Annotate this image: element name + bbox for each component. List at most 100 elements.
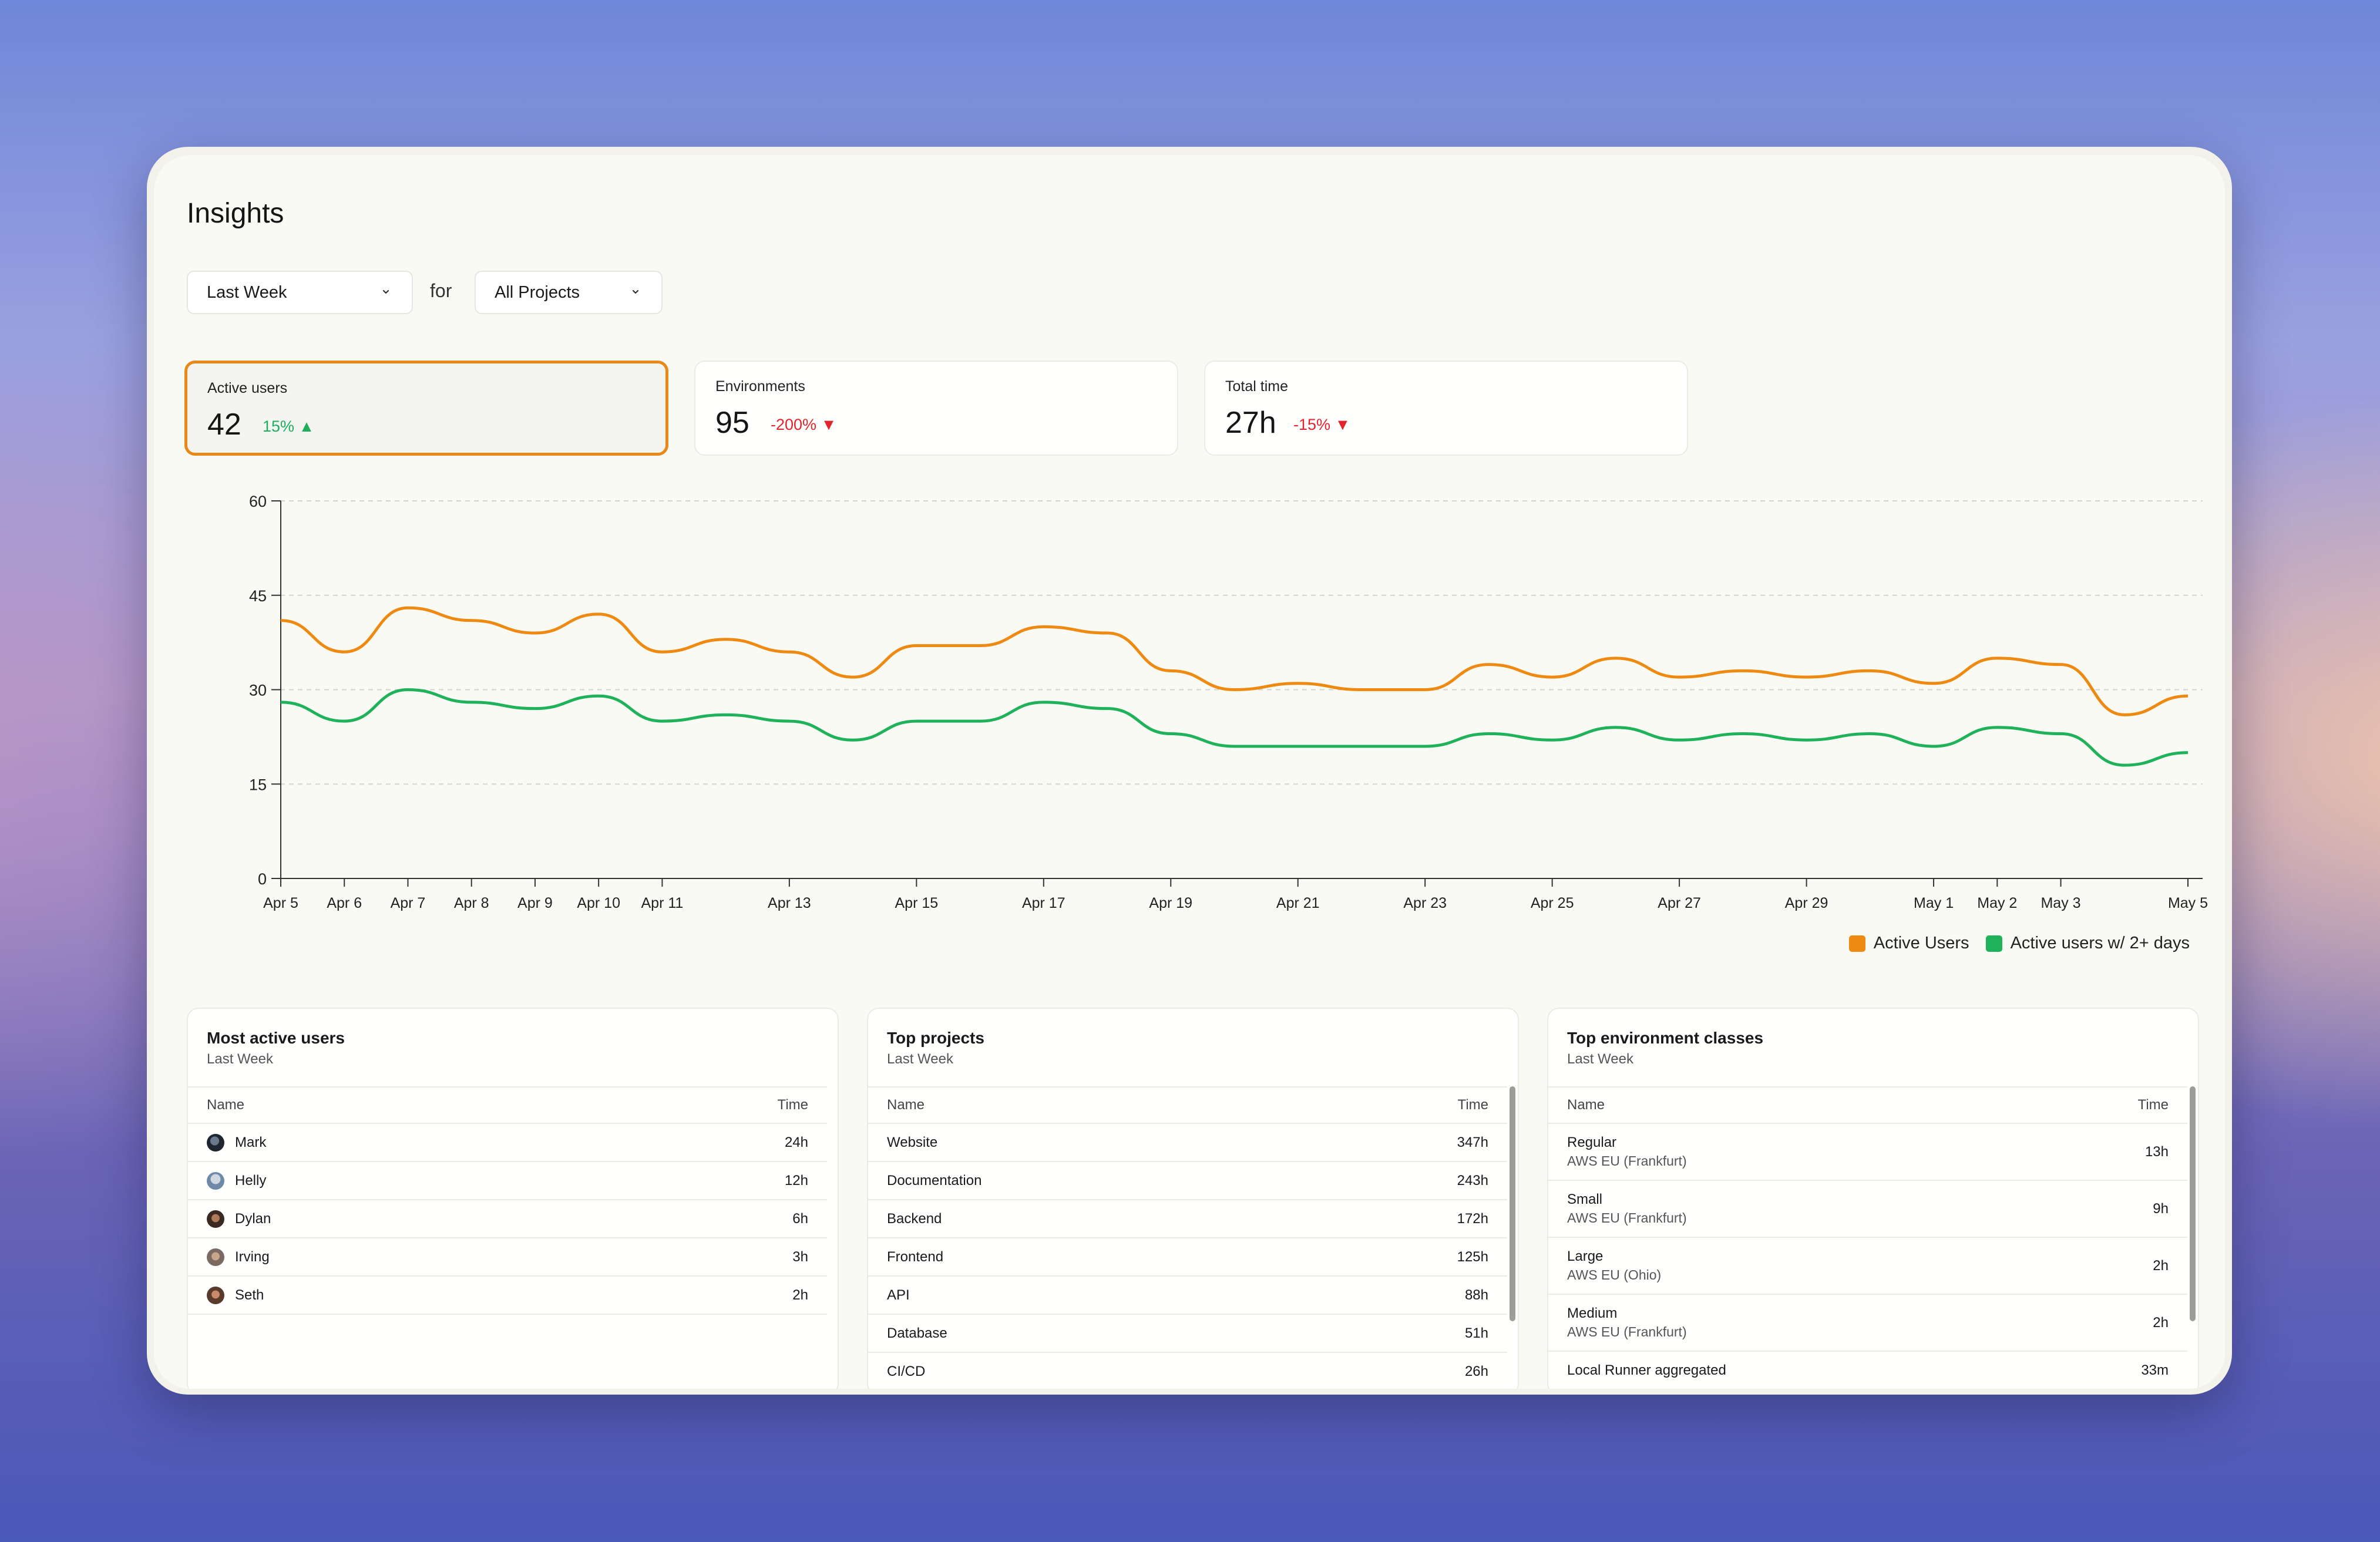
project-time: 243h xyxy=(1457,1172,1488,1189)
y-tick-label: 30 xyxy=(249,682,267,699)
x-tick-label: May 3 xyxy=(2041,895,2080,911)
page-title: Insights xyxy=(187,198,284,229)
triangle-down-icon: ▼ xyxy=(821,416,837,433)
top-environment-classes-card: Top environment classes Last Week Name T… xyxy=(1547,1008,2199,1389)
table-row[interactable]: API 88h xyxy=(868,1277,1507,1315)
y-tick-label: 0 xyxy=(258,870,267,888)
x-tick-label: Apr 21 xyxy=(1276,895,1320,911)
user-name: Mark xyxy=(235,1134,267,1150)
project-name: Backend xyxy=(887,1210,942,1227)
x-tick-label: Apr 7 xyxy=(391,895,426,911)
table-row[interactable]: Small AWS EU (Frankfurt) 9h xyxy=(1548,1181,2187,1238)
column-header-name: Name xyxy=(207,1097,245,1113)
avatar xyxy=(207,1248,224,1266)
project-time: 125h xyxy=(1457,1248,1488,1265)
chart-legend: Active Users Active users w/ 2+ days xyxy=(1848,934,2190,953)
card-subtitle: Last Week xyxy=(1567,1051,1633,1067)
chevron-down-icon xyxy=(632,289,639,294)
stat-delta-text: -200% xyxy=(771,416,817,433)
table-row[interactable]: Seth 2h xyxy=(188,1277,827,1315)
table-header: Name Time xyxy=(868,1086,1507,1124)
project-time: 172h xyxy=(1457,1210,1488,1227)
project-time: 51h xyxy=(1464,1325,1488,1341)
card-title: Top environment classes xyxy=(1567,1029,1764,1047)
user-time: 12h xyxy=(784,1172,808,1189)
project-name: Documentation xyxy=(887,1172,982,1189)
table-row[interactable]: Documentation 243h xyxy=(868,1162,1507,1200)
env-time: 2h xyxy=(2153,1257,2169,1274)
x-tick-label: Apr 17 xyxy=(1022,895,1065,911)
env-class-name: Small xyxy=(1567,1191,1603,1207)
column-header-name: Name xyxy=(887,1097,925,1113)
table-row[interactable]: Large AWS EU (Ohio) 2h xyxy=(1548,1238,2187,1295)
env-time: 13h xyxy=(2144,1143,2169,1160)
x-tick-label: Apr 27 xyxy=(1658,895,1701,911)
period-select[interactable]: Last Week xyxy=(187,271,413,314)
avatar xyxy=(207,1286,224,1304)
project-name: CI/CD xyxy=(887,1363,926,1379)
column-header-time: Time xyxy=(1457,1097,1488,1113)
table-row[interactable]: Local Runner aggregated 33m xyxy=(1548,1352,2187,1389)
x-tick-label: Apr 11 xyxy=(641,895,683,911)
stat-card-active-users[interactable]: Active users 42 15% ▲ xyxy=(184,361,668,456)
series-line-active-users xyxy=(280,606,2189,716)
legend-item-active-users-2-days: Active users w/ 2+ days xyxy=(1985,934,2190,953)
env-class-name: Regular xyxy=(1567,1134,1617,1150)
stat-card-environments[interactable]: Environments 95 -200% ▼ xyxy=(694,361,1178,456)
scrollbar-thumb[interactable] xyxy=(1510,1086,1515,1321)
y-tick-label: 15 xyxy=(249,776,267,793)
project-select[interactable]: All Projects xyxy=(475,271,663,314)
stat-value: 27h xyxy=(1225,406,1276,440)
avatar xyxy=(207,1210,224,1228)
active-users-line-chart: 0 15 30 45 60 Apr 5 Apr 6 Apr 7 Apr 8 Apr 9 Apr 10… xyxy=(249,493,2208,911)
table-row[interactable]: Database 51h xyxy=(868,1315,1507,1353)
x-tick-label: Apr 6 xyxy=(327,895,362,911)
user-name: Dylan xyxy=(235,1210,271,1227)
user-time: 24h xyxy=(784,1134,808,1150)
table-row[interactable]: Frontend 125h xyxy=(868,1238,1507,1277)
project-time: 26h xyxy=(1464,1363,1488,1379)
table-body: Website 347h Documentation 243h Backend 172… xyxy=(868,1124,1507,1389)
app-window: Insights Last Week for All Projects Acti… xyxy=(147,147,2232,1395)
stat-delta: -15% ▼ xyxy=(1293,416,1350,434)
stat-card-total-time[interactable]: Total time 27h -15% ▼ xyxy=(1204,361,1688,456)
table-row[interactable]: Dylan 6h xyxy=(188,1200,827,1238)
env-time: 2h xyxy=(2153,1314,2169,1331)
project-name: Database xyxy=(887,1325,947,1341)
user-time: 2h xyxy=(792,1287,808,1303)
table-row[interactable]: Regular AWS EU (Frankfurt) 13h xyxy=(1548,1124,2187,1181)
env-region: AWS EU (Ohio) xyxy=(1567,1267,1662,1282)
column-header-time: Time xyxy=(2137,1097,2169,1113)
stat-delta: -200% ▼ xyxy=(771,416,836,434)
table-row[interactable]: Irving 3h xyxy=(188,1238,827,1277)
scrollbar-thumb[interactable] xyxy=(2190,1086,2196,1321)
table-body: Regular AWS EU (Frankfurt) 13h Small AWS E… xyxy=(1548,1124,2187,1389)
card-title: Most active users xyxy=(207,1029,345,1047)
project-time: 88h xyxy=(1464,1287,1488,1303)
table-row[interactable]: Website 347h xyxy=(868,1124,1507,1162)
series-line-active-users-2-days xyxy=(280,688,2189,767)
x-tick-label: May 5 xyxy=(2168,895,2208,911)
table-header: Name Time xyxy=(188,1086,827,1124)
table-row[interactable]: Medium AWS EU (Frankfurt) 2h xyxy=(1548,1295,2187,1352)
table-row[interactable]: Mark 24h xyxy=(188,1124,827,1162)
env-class-name: Local Runner aggregated xyxy=(1567,1362,1726,1378)
legend-item-active-users: Active Users xyxy=(1848,934,1969,953)
stat-label: Total time xyxy=(1225,378,1288,395)
x-tick-label: Apr 15 xyxy=(895,895,938,911)
column-header-name: Name xyxy=(1567,1097,1605,1113)
chevron-down-icon xyxy=(382,289,389,294)
table-row[interactable]: Helly 12h xyxy=(188,1162,827,1200)
table-row[interactable]: CI/CD 26h xyxy=(868,1353,1507,1389)
legend-swatch xyxy=(1848,935,1865,952)
stat-label: Active users xyxy=(207,380,288,396)
env-region: AWS EU (Frankfurt) xyxy=(1567,1210,1687,1225)
top-projects-card: Top projects Last Week Name Time Website… xyxy=(867,1008,1519,1389)
user-name: Seth xyxy=(235,1287,264,1303)
table-row[interactable]: Backend 172h xyxy=(868,1200,1507,1238)
legend-label: Active Users xyxy=(1873,934,1969,952)
env-time: 33m xyxy=(2141,1362,2169,1378)
x-tick-label: Apr 5 xyxy=(263,895,298,911)
column-header-time: Time xyxy=(777,1097,808,1113)
env-region: AWS EU (Frankfurt) xyxy=(1567,1153,1687,1169)
